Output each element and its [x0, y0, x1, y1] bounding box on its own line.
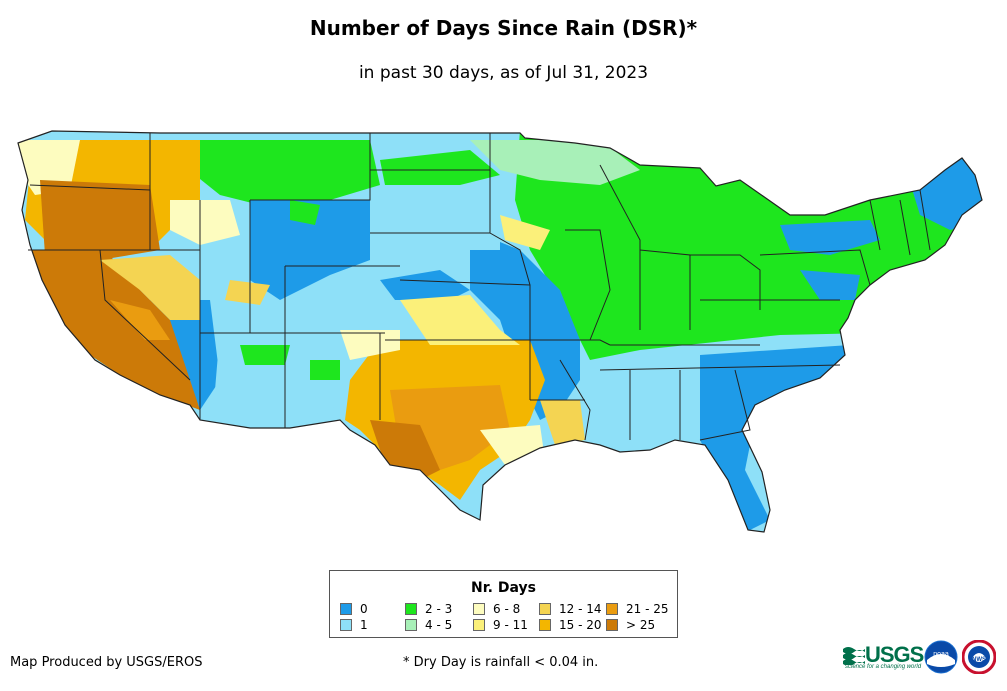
usgs-logo: USGS	[843, 642, 924, 668]
legend-swatch	[606, 619, 618, 631]
map-title: Number of Days Since Rain (DSR)*	[309, 16, 698, 40]
legend-item: 2 - 3	[405, 602, 452, 616]
legend-swatch	[606, 603, 618, 615]
legend-title: Nr. Days	[471, 580, 536, 596]
legend: Nr. Days 0 1 2 - 3 4 - 5 6 - 8 9 - 11 12…	[329, 570, 678, 638]
noaa-logo-icon: noaa	[924, 640, 958, 674]
legend-swatch	[405, 619, 417, 631]
legend-label: 21 - 25	[626, 602, 669, 616]
legend-swatch	[405, 603, 417, 615]
legend-swatch	[340, 603, 352, 615]
legend-label: 0	[360, 602, 368, 616]
state-boundaries	[17, 130, 983, 533]
usgs-tagline: science for a changing world	[845, 664, 922, 670]
legend-label: 6 - 8	[493, 602, 521, 616]
legend-swatch	[340, 619, 352, 631]
legend-item: 9 - 11	[473, 618, 528, 632]
legend-swatch	[539, 603, 551, 615]
legend-label: 4 - 5	[425, 618, 453, 632]
legend-item: 1	[340, 618, 368, 632]
map-subtitle: in past 30 days, as of Jul 31, 2023	[358, 63, 649, 83]
rain-raster	[18, 131, 982, 532]
nws-logo-text: NWS	[972, 657, 986, 663]
us-rain-map	[17, 130, 983, 533]
legend-item: 12 - 14	[539, 602, 602, 616]
legend-item: > 25	[606, 618, 655, 632]
credit-text: Map Produced by USGS/EROS	[10, 655, 203, 670]
legend-item: 6 - 8	[473, 602, 520, 616]
legend-swatch	[539, 619, 551, 631]
legend-swatch	[473, 603, 485, 615]
legend-item: 4 - 5	[405, 618, 452, 632]
legend-swatch	[473, 619, 485, 631]
legend-item: 0	[340, 602, 368, 616]
usgs-wave-icon	[843, 647, 865, 665]
legend-label: 1	[360, 618, 368, 632]
legend-label: > 25	[626, 618, 656, 632]
legend-item: 21 - 25	[606, 602, 669, 616]
noaa-logo-text: noaa	[933, 651, 949, 658]
legend-label: 15 - 20	[559, 618, 602, 632]
usgs-logo-text: USGS	[865, 642, 924, 667]
legend-item: 15 - 20	[539, 618, 602, 632]
nws-logo-icon: NWS	[962, 640, 996, 674]
legend-label: 12 - 14	[559, 602, 602, 616]
legend-label: 9 - 11	[493, 618, 528, 632]
legend-label: 2 - 3	[425, 602, 453, 616]
footnote-text: * Dry Day is rainfall < 0.04 in.	[403, 655, 599, 670]
